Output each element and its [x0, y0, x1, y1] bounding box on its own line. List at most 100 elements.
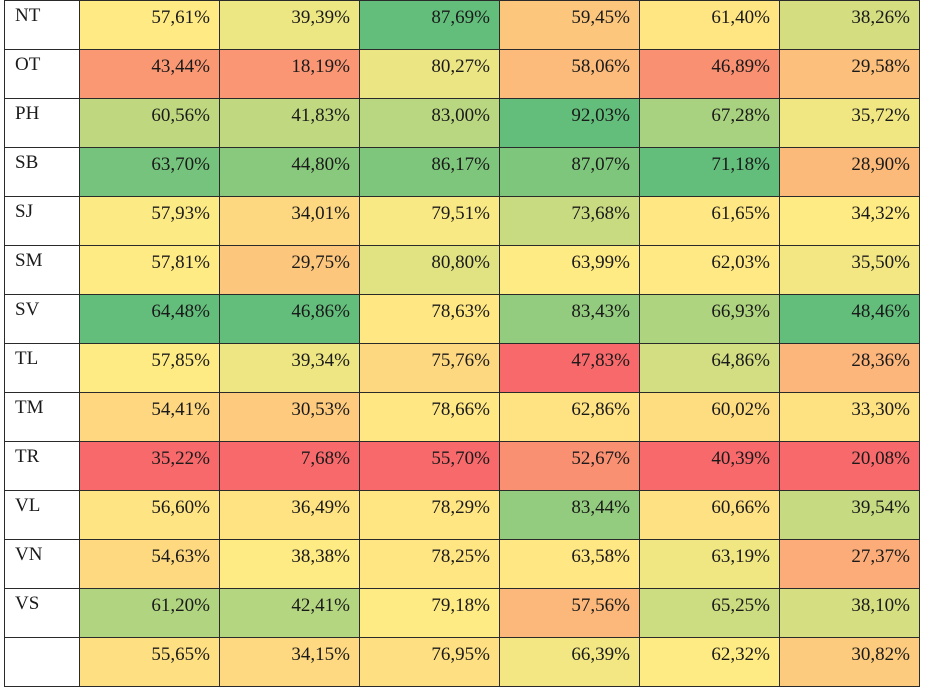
table-cell[interactable]: 38,26% [779, 0, 920, 50]
table-cell[interactable]: 61,65% [639, 196, 780, 246]
table-cell[interactable]: 86,17% [359, 147, 500, 197]
table-cell[interactable]: 60,66% [639, 490, 780, 540]
table-cell[interactable]: 64,86% [639, 343, 780, 393]
table-cell[interactable]: 30,82% [779, 637, 920, 687]
table-cell[interactable]: 66,93% [639, 294, 780, 344]
row-label[interactable]: SB [4, 147, 80, 197]
table-cell[interactable]: 29,75% [219, 245, 360, 295]
table-cell[interactable]: 79,18% [359, 588, 500, 638]
row-label[interactable]: VL [4, 490, 80, 540]
table-cell[interactable]: 83,43% [499, 294, 640, 344]
table-cell[interactable]: 92,03% [499, 98, 640, 148]
table-cell[interactable]: 79,51% [359, 196, 500, 246]
table-cell[interactable]: 28,90% [779, 147, 920, 197]
table-cell[interactable]: 48,46% [779, 294, 920, 344]
table-cell[interactable]: 63,99% [499, 245, 640, 295]
row-label[interactable] [4, 637, 80, 687]
row-label[interactable]: PH [4, 98, 80, 148]
table-cell[interactable]: 30,53% [219, 392, 360, 442]
table-cell[interactable]: 66,39% [499, 637, 640, 687]
table-cell[interactable]: 39,54% [779, 490, 920, 540]
table-row: PH 60,56% 41,83% 83,00% 92,03% 67,28% 35,72% [4, 98, 920, 148]
row-label[interactable]: SV [4, 294, 80, 344]
table-cell[interactable]: 62,32% [639, 637, 780, 687]
table-cell[interactable]: 78,66% [359, 392, 500, 442]
table-cell[interactable]: 60,56% [79, 98, 220, 148]
table-cell[interactable]: 57,81% [79, 245, 220, 295]
table-cell[interactable]: 36,49% [219, 490, 360, 540]
table-cell[interactable]: 59,45% [499, 0, 640, 50]
table-cell[interactable]: 78,29% [359, 490, 500, 540]
table-cell[interactable]: 80,80% [359, 245, 500, 295]
table-cell[interactable]: 87,07% [499, 147, 640, 197]
table-cell[interactable]: 61,20% [79, 588, 220, 638]
table-cell[interactable]: 57,85% [79, 343, 220, 393]
table-cell[interactable]: 55,65% [79, 637, 220, 687]
table-cell[interactable]: 54,63% [79, 539, 220, 589]
row-label[interactable]: TL [4, 343, 80, 393]
row-label[interactable]: SM [4, 245, 80, 295]
table-cell[interactable]: 76,95% [359, 637, 500, 687]
row-label[interactable]: VN [4, 539, 80, 589]
table-cell[interactable]: 71,18% [639, 147, 780, 197]
table-cell[interactable]: 78,25% [359, 539, 500, 589]
table-cell[interactable]: 83,44% [499, 490, 640, 540]
table-cell[interactable]: 28,36% [779, 343, 920, 393]
table-cell[interactable]: 60,02% [639, 392, 780, 442]
table-cell[interactable]: 67,28% [639, 98, 780, 148]
table-cell[interactable]: 52,67% [499, 441, 640, 491]
table-cell[interactable]: 38,10% [779, 588, 920, 638]
table-cell[interactable]: 62,86% [499, 392, 640, 442]
table-cell[interactable]: 43,44% [79, 49, 220, 99]
table-cell[interactable]: 34,15% [219, 637, 360, 687]
table-cell[interactable]: 44,80% [219, 147, 360, 197]
table-cell[interactable]: 33,30% [779, 392, 920, 442]
row-label[interactable]: OT [4, 49, 80, 99]
table-cell[interactable]: 56,60% [79, 490, 220, 540]
table-cell[interactable]: 34,01% [219, 196, 360, 246]
row-label[interactable]: NT [4, 0, 80, 50]
table-cell[interactable]: 20,08% [779, 441, 920, 491]
table-cell[interactable]: 61,40% [639, 0, 780, 50]
table-cell[interactable]: 46,89% [639, 49, 780, 99]
table-cell[interactable]: 62,03% [639, 245, 780, 295]
row-label[interactable]: VS [4, 588, 80, 638]
table-cell[interactable]: 87,69% [359, 0, 500, 50]
table-cell[interactable]: 41,83% [219, 98, 360, 148]
table-cell[interactable]: 78,63% [359, 294, 500, 344]
table-cell[interactable]: 63,70% [79, 147, 220, 197]
table-cell[interactable]: 34,32% [779, 196, 920, 246]
table-cell[interactable]: 40,39% [639, 441, 780, 491]
row-label[interactable]: TR [4, 441, 80, 491]
table-cell[interactable]: 39,39% [219, 0, 360, 50]
table-cell[interactable]: 54,41% [79, 392, 220, 442]
table-cell[interactable]: 35,72% [779, 98, 920, 148]
table-cell[interactable]: 47,83% [499, 343, 640, 393]
table-cell[interactable]: 57,61% [79, 0, 220, 50]
row-label[interactable]: TM [4, 392, 80, 442]
table-cell[interactable]: 73,68% [499, 196, 640, 246]
table-row: OT 43,44% 18,19% 80,27% 58,06% 46,89% 29,58% [4, 49, 920, 99]
table-cell[interactable]: 64,48% [79, 294, 220, 344]
table-cell[interactable]: 75,76% [359, 343, 500, 393]
table-cell[interactable]: 38,38% [219, 539, 360, 589]
table-cell[interactable]: 63,58% [499, 539, 640, 589]
row-label[interactable]: SJ [4, 196, 80, 246]
table-cell[interactable]: 65,25% [639, 588, 780, 638]
table-cell[interactable]: 57,93% [79, 196, 220, 246]
table-cell[interactable]: 42,41% [219, 588, 360, 638]
table-cell[interactable]: 18,19% [219, 49, 360, 99]
table-cell[interactable]: 27,37% [779, 539, 920, 589]
table-cell[interactable]: 35,50% [779, 245, 920, 295]
table-cell[interactable]: 80,27% [359, 49, 500, 99]
table-cell[interactable]: 7,68% [219, 441, 360, 491]
table-cell[interactable]: 58,06% [499, 49, 640, 99]
table-cell[interactable]: 55,70% [359, 441, 500, 491]
table-cell[interactable]: 29,58% [779, 49, 920, 99]
table-cell[interactable]: 35,22% [79, 441, 220, 491]
table-cell[interactable]: 46,86% [219, 294, 360, 344]
table-cell[interactable]: 57,56% [499, 588, 640, 638]
table-cell[interactable]: 63,19% [639, 539, 780, 589]
table-cell[interactable]: 83,00% [359, 98, 500, 148]
table-cell[interactable]: 39,34% [219, 343, 360, 393]
